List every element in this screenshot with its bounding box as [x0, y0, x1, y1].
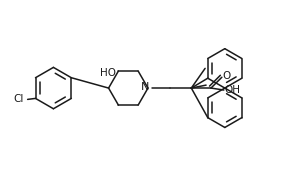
Text: HO: HO — [100, 68, 116, 78]
Text: OH: OH — [225, 85, 241, 95]
Text: O: O — [223, 71, 231, 81]
Text: Cl: Cl — [13, 94, 24, 104]
Text: N: N — [141, 82, 149, 92]
